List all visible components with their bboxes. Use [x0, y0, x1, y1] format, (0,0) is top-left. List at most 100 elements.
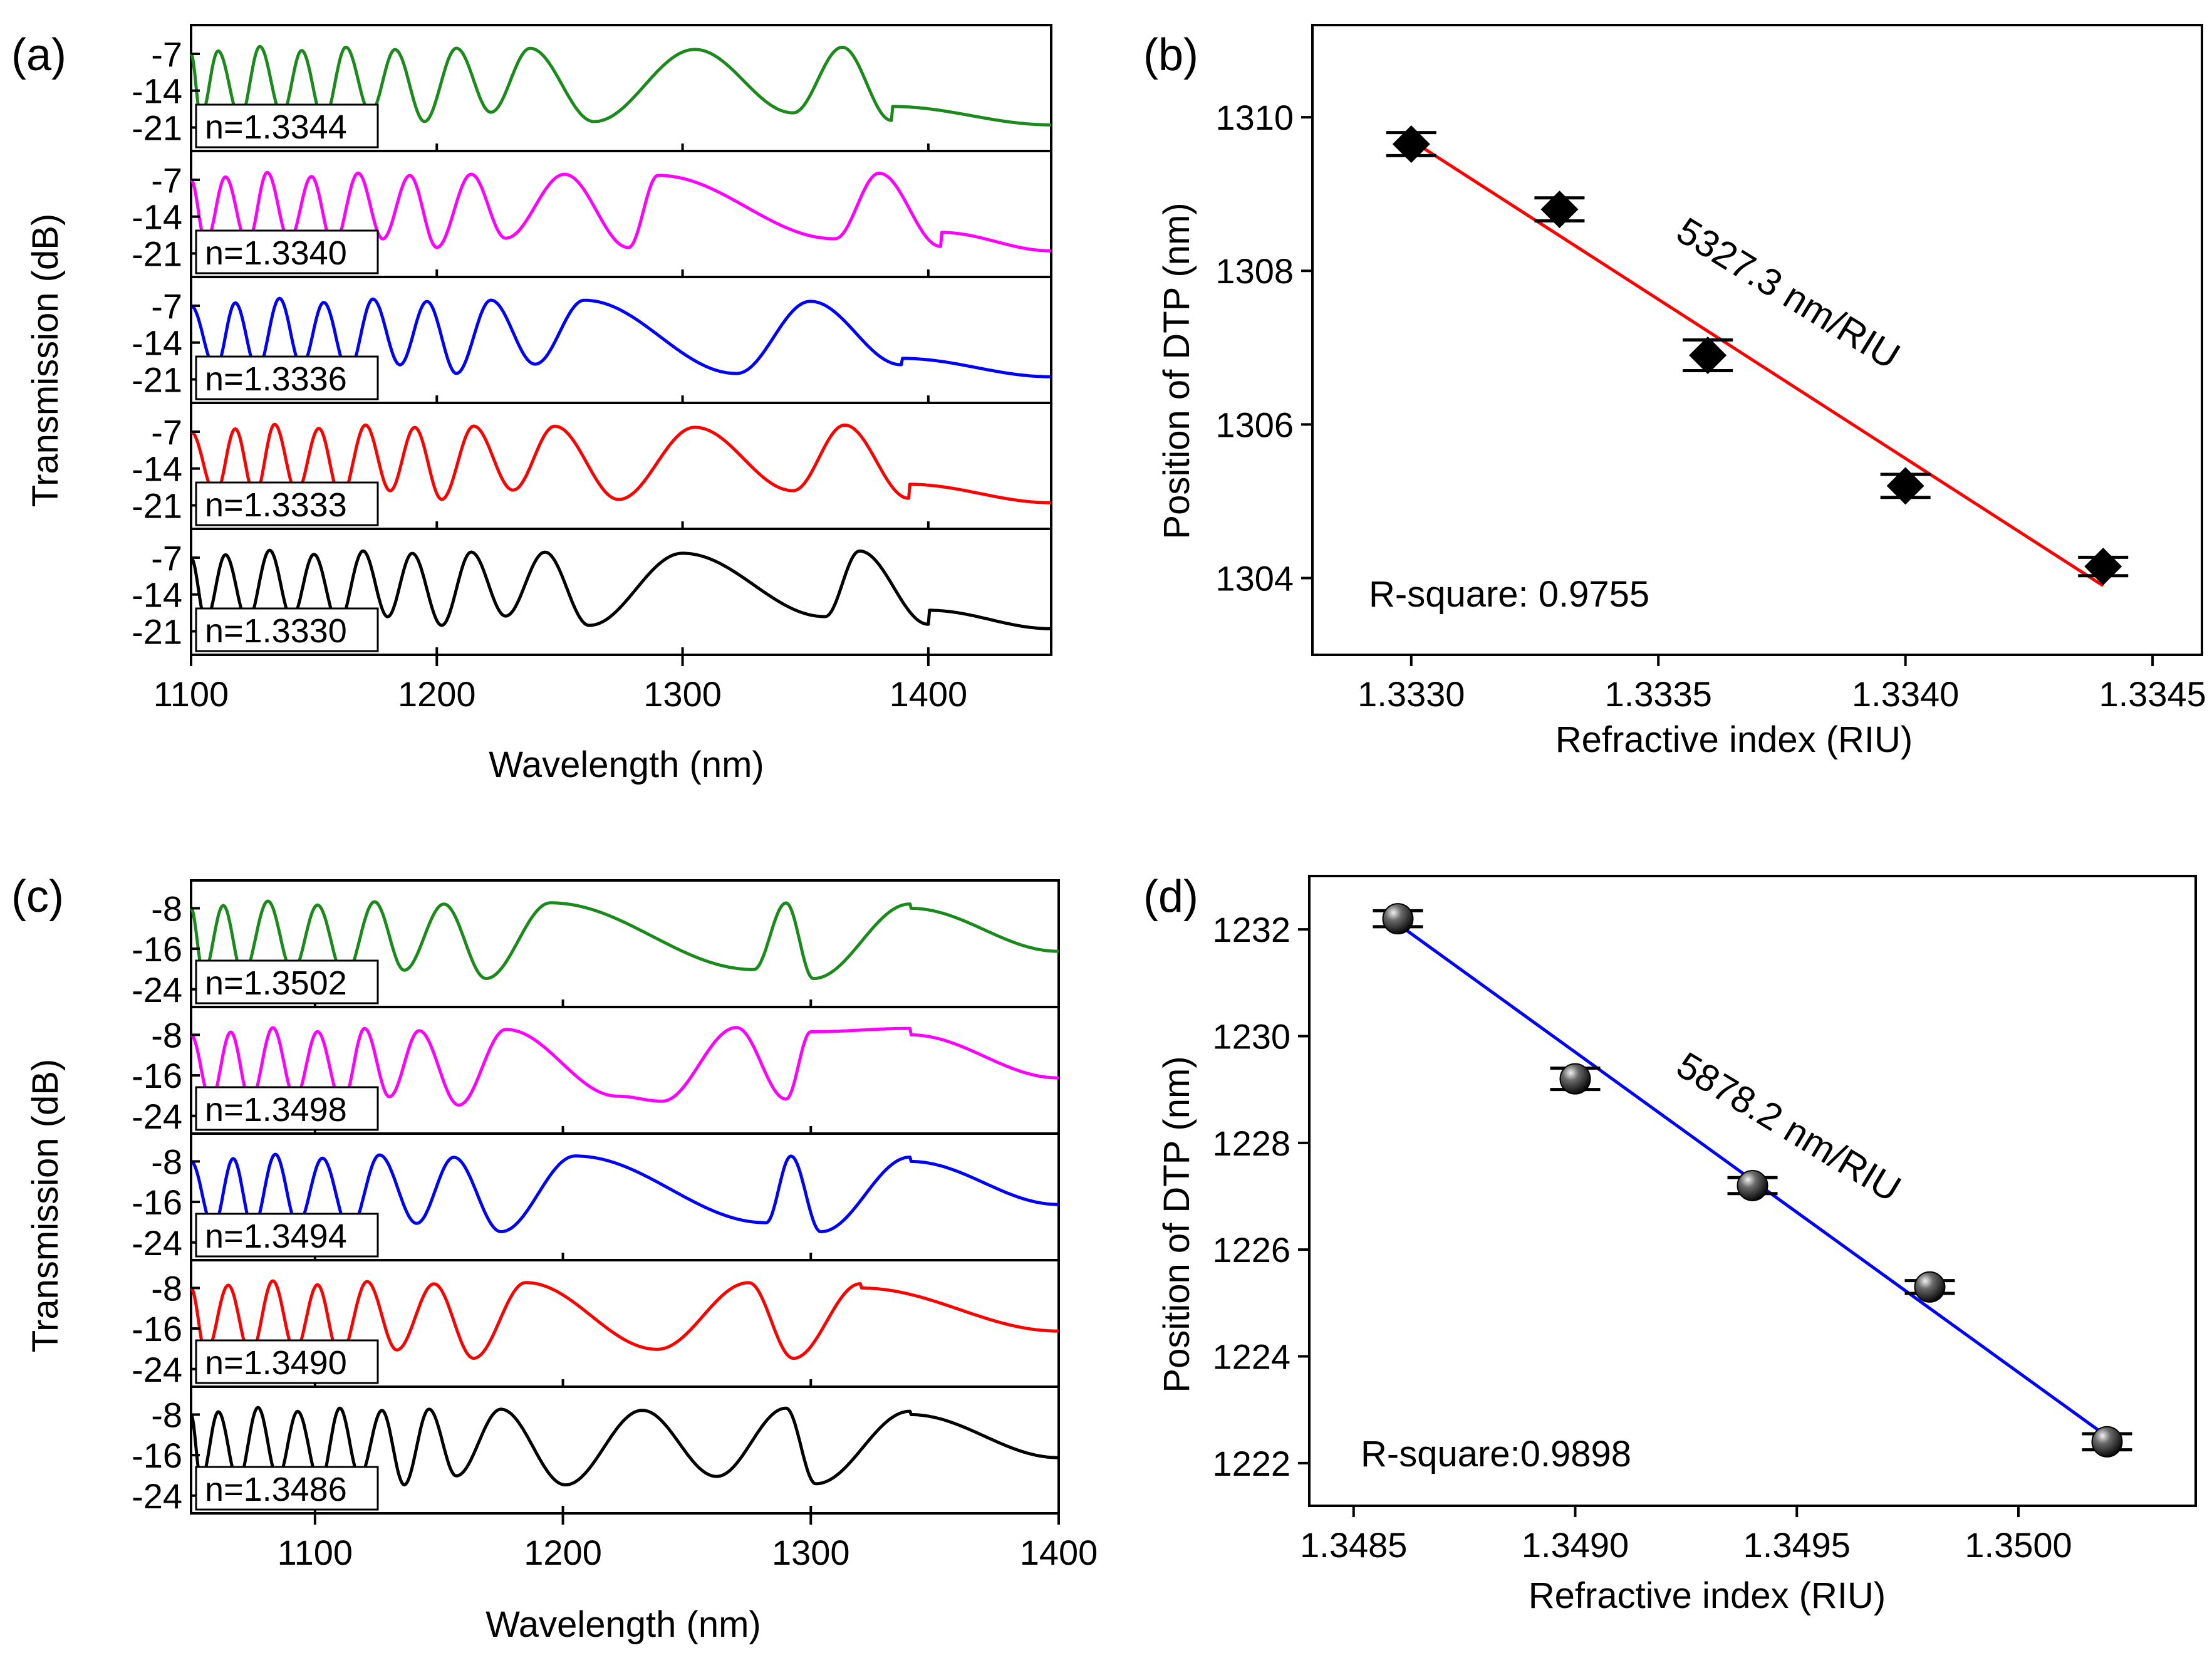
panel-d-y-tick-label: 1228 — [1212, 1124, 1290, 1163]
panel-c-y-tick-label: -16 — [132, 1056, 182, 1095]
panel-b-x-tick-label: 1.3340 — [1852, 674, 1959, 714]
panel-c-y-tick-label: -24 — [132, 1097, 182, 1136]
panel-c-y-axis-title: Transmission (dB) — [25, 1059, 66, 1352]
panel-a-x-tick-label: 1200 — [398, 674, 476, 714]
panel-b-label: (b) — [1143, 30, 1198, 80]
panel-a-legend-box — [195, 229, 379, 274]
panel-b-y-axis-title: Position of DTP (nm) — [1156, 202, 1197, 539]
panel-a-y-tick-label: -14 — [132, 323, 182, 363]
panel-a-y-tick-label: -14 — [132, 197, 182, 237]
panel-a-y-tick-label: -7 — [151, 538, 182, 578]
panel-d-x-tick-label: 1.3495 — [1743, 1525, 1851, 1565]
panel-a-y-tick-label: -21 — [132, 360, 182, 399]
panel-c-legend-box — [195, 1466, 379, 1511]
panel-a-subplot-3: -7-14-21 n=1.3336 — [132, 276, 1052, 404]
panel-d-slope-label: 5878.2 nm/RIU — [1669, 1044, 1908, 1210]
panel-c-y-tick-label: -24 — [132, 1476, 182, 1516]
panel-c-legend-label: n=1.3490 — [205, 1344, 347, 1382]
panel-d-x-tick-label: 1.3490 — [1522, 1525, 1629, 1565]
panel-c: (c) Transmission (dB) Wavelength (nm) -8… — [11, 872, 1098, 1645]
panel-c-legend-box — [195, 1086, 379, 1131]
panel-d-marker-sphere — [1559, 1063, 1591, 1095]
panel-c-legend-box — [195, 1213, 379, 1258]
panel-d-plot-frame — [1308, 875, 2197, 1507]
panel-a-subplot-4: -7-14-21 n=1.3333 — [132, 402, 1052, 530]
panel-d-y-tick-label: 1222 — [1212, 1444, 1290, 1483]
panel-c-x-tick-label: 1400 — [1020, 1533, 1098, 1572]
panel-b-marker-diamond — [1392, 125, 1430, 163]
panel-a-y-tick-label: -14 — [132, 449, 182, 489]
panel-a-x-tick-label: 1400 — [890, 674, 968, 714]
panel-c-y-tick-label: -8 — [151, 1015, 182, 1055]
panel-c-legend-label: n=1.3486 — [205, 1471, 347, 1508]
panel-d-y-tick-label: 1224 — [1212, 1337, 1290, 1377]
panel-a-legend-label: n=1.3336 — [205, 360, 347, 398]
panel-d-y-tick-label: 1232 — [1212, 910, 1290, 949]
panel-a-y-axis-title: Transmission (dB) — [25, 214, 66, 507]
panel-a-y-tick-label: -21 — [132, 108, 182, 147]
panel-c-legend-label: n=1.3498 — [205, 1091, 347, 1129]
panel-c-x-tick-label: 1200 — [524, 1533, 602, 1572]
panel-c-legend-label: n=1.3502 — [205, 964, 347, 1002]
panel-c-spectrum-line — [190, 899, 1059, 981]
panel-a-legend-label: n=1.3333 — [205, 486, 347, 524]
panel-d-r-square: R-square:0.9898 — [1361, 1434, 1631, 1474]
panel-d-data-point — [1904, 1271, 1955, 1303]
panel-c-y-tick-label: -8 — [151, 1142, 182, 1181]
panel-c-y-tick-label: -8 — [151, 1268, 182, 1308]
panel-d: (d) Position of DTP (nm) Refractive inde… — [1143, 872, 2197, 1616]
panel-c-subplot-2: -8-16-24 n=1.3498 — [132, 1006, 1060, 1136]
panel-b-marker-diamond — [2084, 548, 2122, 586]
panel-b-y-tick-label: 1308 — [1215, 251, 1294, 291]
panel-c-spectrum-line — [189, 1406, 1059, 1487]
panel-a-x-axis-title: Wavelength (nm) — [489, 744, 764, 785]
panel-b-y-tick-label: 1306 — [1215, 405, 1294, 444]
panel-c-legend-label: n=1.3494 — [205, 1218, 347, 1255]
panel-c-y-tick-label: -8 — [151, 1395, 182, 1434]
panel-b-x-tick-label: 1.3330 — [1358, 674, 1465, 714]
panel-a-legend-box — [195, 355, 379, 400]
panel-a-y-tick-label: -14 — [132, 71, 182, 111]
panel-a-spectrum-line — [189, 44, 1052, 127]
panel-d-marker-sphere — [1737, 1169, 1768, 1201]
panel-b-data-point — [1683, 337, 1733, 375]
panel-d-marker-sphere — [1914, 1271, 1946, 1303]
panel-c-subplot-3: -8-16-24 n=1.3494 — [132, 1132, 1060, 1263]
panel-c-y-tick-label: -24 — [132, 1350, 182, 1389]
panel-d-marker-sphere — [2091, 1426, 2123, 1458]
panel-a-y-tick-label: -7 — [151, 286, 182, 326]
panel-d-x-tick-label: 1.3500 — [1965, 1525, 2072, 1565]
panel-d-marker-sphere — [1382, 903, 1414, 935]
panel-b-marker-diamond — [1540, 190, 1579, 229]
panel-a: (a) Transmission (dB) Wavelength (nm) -7… — [11, 24, 1052, 785]
panel-a-y-tick-label: -21 — [132, 486, 182, 525]
panel-b-data-point — [1880, 467, 1931, 505]
panel-c-label: (c) — [11, 872, 64, 922]
panel-b-data-point — [1534, 190, 1585, 229]
panel-d-data-point — [1727, 1169, 1778, 1201]
panel-c-y-tick-label: -8 — [151, 889, 182, 928]
panel-b-plot-frame — [1311, 24, 2203, 656]
panel-b-y-tick-label: 1304 — [1215, 558, 1294, 598]
panel-a-subplot-frame — [190, 528, 1052, 656]
panel-b-x-axis-title: Refractive index (RIU) — [1555, 719, 1913, 760]
panel-b-marker-diamond — [1886, 467, 1924, 505]
panel-a-subplot-1: -7-14-21 n=1.3344 — [132, 24, 1052, 152]
panel-a-label: (a) — [11, 30, 66, 80]
panel-d-data-point — [1550, 1063, 1601, 1095]
panel-d-label: (d) — [1143, 872, 1198, 922]
panel-a-y-tick-label: -21 — [132, 234, 182, 273]
panel-d-x-axis-title: Refractive index (RIU) — [1529, 1575, 1886, 1616]
panel-b-r-square: R-square: 0.9755 — [1369, 574, 1649, 615]
panel-c-spectrum-line — [190, 1152, 1059, 1234]
panel-d-data-point — [2082, 1426, 2132, 1458]
panel-a-y-tick-label: -7 — [151, 34, 182, 74]
panel-d-data-point — [1373, 903, 1423, 935]
panel-a-y-tick-label: -7 — [151, 160, 182, 200]
panel-a-y-tick-label: -14 — [132, 575, 182, 615]
panel-a-subplot-2: -7-14-21 n=1.3340 — [132, 150, 1052, 278]
panel-a-x-tick-label: 1100 — [153, 674, 229, 714]
panel-d-y-axis-title: Position of DTP (nm) — [1156, 1056, 1197, 1392]
panel-c-x-tick-label: 1100 — [278, 1533, 353, 1572]
